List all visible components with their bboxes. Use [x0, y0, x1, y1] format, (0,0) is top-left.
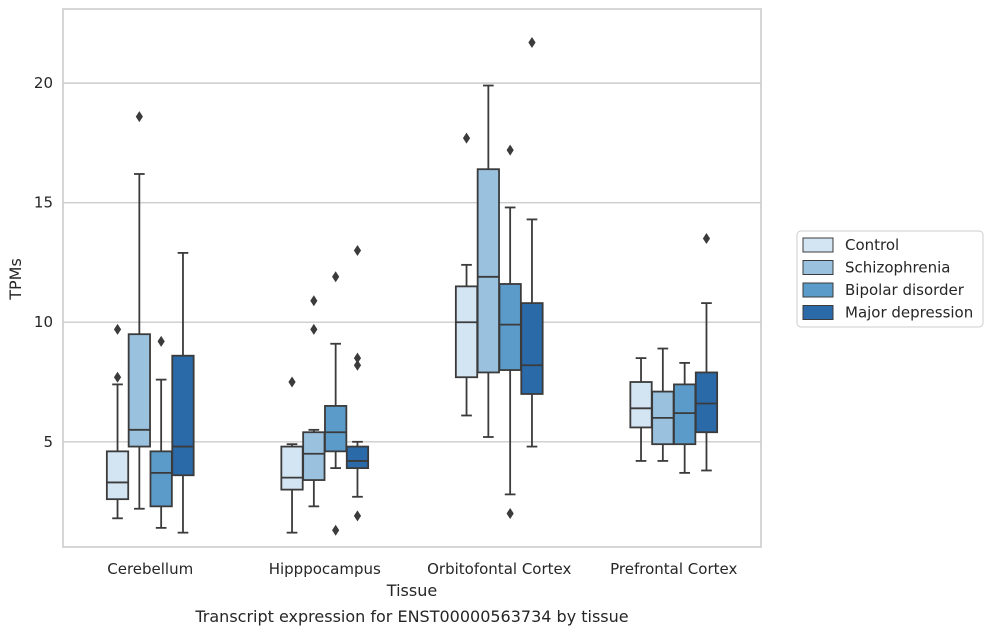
- legend: Control Schizophrenia Bipolar disorder Majo…: [796, 230, 984, 328]
- outlier-marker: [506, 508, 514, 520]
- legend-swatch: [802, 260, 834, 275]
- box-schizophrenia: [302, 295, 326, 508]
- outlier-marker: [506, 144, 514, 156]
- box-iqr: [520, 302, 544, 395]
- legend-label: Schizophrenia: [845, 259, 950, 277]
- box-iqr: [324, 405, 348, 453]
- box-iqr: [498, 283, 522, 371]
- box-bipolar-disorder: [149, 335, 173, 529]
- legend-label: Major depression: [845, 304, 973, 322]
- x-tick-label: Hipppocampus: [269, 560, 381, 578]
- outlier-marker: [288, 376, 296, 388]
- y-axis-title: TPMs: [6, 258, 25, 301]
- y-tick-label: 10: [34, 313, 53, 331]
- box-major-depression: [520, 36, 544, 448]
- box-schizophrenia: [127, 111, 151, 510]
- legend-swatch: [802, 237, 834, 253]
- box-iqr: [302, 431, 326, 481]
- legend-label: Bipolar disorder: [845, 281, 965, 299]
- x-tick-label: Orbitofontal Cortex: [427, 560, 571, 578]
- legend-label: Control: [845, 236, 899, 254]
- box-iqr: [694, 371, 719, 434]
- box-major-depression: [694, 233, 719, 472]
- box-iqr: [171, 354, 195, 477]
- x-tick-label: Cerebellum: [107, 560, 193, 578]
- outlier-marker: [310, 323, 318, 335]
- x-tick-label: Prefrontal Cortex: [610, 560, 737, 578]
- box-iqr: [127, 333, 151, 448]
- outlier-marker: [332, 524, 340, 536]
- legend-swatch: [802, 305, 834, 320]
- box-iqr: [345, 445, 370, 469]
- box-control: [629, 357, 653, 462]
- legend-swatch: [802, 282, 834, 298]
- chart-caption: Transcript expression for ENST0000056373…: [194, 607, 628, 626]
- outlier-marker: [310, 295, 318, 307]
- outlier-marker: [353, 359, 362, 371]
- box-schizophrenia: [651, 347, 675, 462]
- box-schizophrenia: [476, 84, 500, 438]
- y-ticks: 5 10 15 20: [34, 74, 53, 451]
- boxes: [105, 36, 719, 536]
- box-control: [105, 323, 130, 520]
- y-tick-label: 20: [34, 74, 53, 92]
- outlier-marker: [113, 323, 122, 335]
- box-iqr: [629, 381, 653, 429]
- outlier-marker: [353, 352, 362, 364]
- y-tick-label: 15: [34, 194, 53, 212]
- legend-frame: [796, 230, 984, 328]
- outlier-marker: [332, 271, 340, 283]
- box-iqr: [149, 450, 173, 508]
- box-bipolar-disorder: [324, 271, 348, 536]
- box-control: [454, 132, 479, 417]
- box-iqr: [280, 445, 304, 491]
- box-iqr: [454, 285, 479, 379]
- outlier-marker: [113, 371, 122, 383]
- y-tick-label: 5: [43, 433, 53, 451]
- outlier-marker: [353, 510, 362, 522]
- box-iqr: [476, 168, 500, 374]
- box-major-depression: [345, 245, 370, 522]
- outlier-marker: [135, 111, 143, 123]
- box-iqr: [673, 383, 697, 446]
- x-axis-title: Tissue: [386, 581, 437, 600]
- box-major-depression: [171, 251, 195, 534]
- outlier-marker: [353, 245, 362, 257]
- outlier-marker: [157, 335, 165, 347]
- outlier-marker: [702, 233, 711, 245]
- x-ticks: Cerebellum Hipppocampus Orbitofontal Corte…: [107, 560, 737, 578]
- box-iqr: [105, 450, 130, 501]
- outlier-marker: [528, 36, 536, 48]
- outlier-marker: [462, 132, 471, 144]
